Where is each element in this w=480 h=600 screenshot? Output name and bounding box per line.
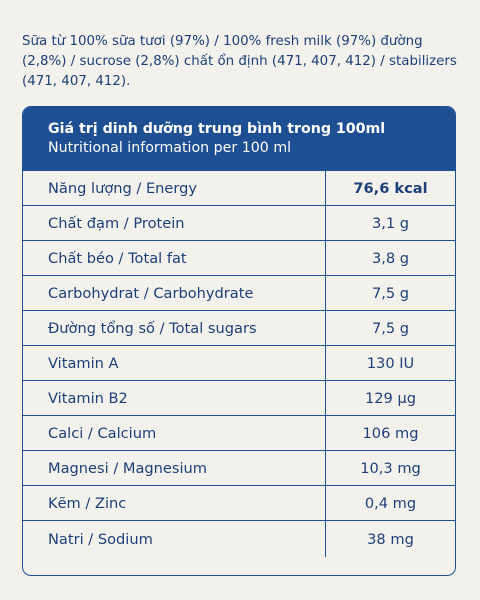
nutrition-table-title: Giá trị dinh dưỡng trung bình trong 100m… [48,121,386,137]
nutrient-name: Chất béo / Total fat [23,241,326,275]
nutrient-name: Natri / Sodium [23,521,326,557]
nutrition-table-subtitle: Nutritional information per 100 ml [48,140,292,156]
nutrient-amount: 106 mg [362,424,419,442]
nutrition-row-total-sugars: Đường tổng số / Total sugars 7,5 g [23,311,455,346]
nutrition-row-vitamin-a: Vitamin A 130 IU [23,346,455,381]
nutrition-row-protein: Chất đạm / Protein 3,1 g [23,206,455,241]
nutrition-row-total-fat: Chất béo / Total fat 3,8 g [23,241,455,276]
nutrient-amount: 129 µg [364,389,417,407]
nutrient-amount: 38 mg [367,530,414,548]
nutrient-amount: 7,5 g [371,319,410,337]
nutrient-amount: 76,6 kcal [353,179,428,197]
nutrient-name: Đường tổng số / Total sugars [23,311,326,345]
nutrient-amount: 7,5 g [371,284,410,302]
nutrition-row-energy: Năng lượng / Energy 76,6 kcal [23,171,455,206]
nutrient-name: Kẽm / Zinc [23,486,326,520]
nutrition-rows: Năng lượng / Energy 76,6 kcal Chất đạm /… [23,171,455,557]
nutrition-table: Giá trị dinh dưỡng trung bình trong 100m… [22,106,456,576]
nutrition-table-header: Giá trị dinh dưỡng trung bình trong 100m… [23,107,455,171]
nutrient-amount: 0,4 mg [364,494,417,512]
nutrient-name: Vitamin A [23,346,326,380]
nutrition-row-sodium: Natri / Sodium 38 mg [23,521,455,557]
nutrient-name: Năng lượng / Energy [23,171,326,205]
nutrient-amount: 3,8 g [371,249,410,267]
nutrient-name: Carbohydrat / Carbohydrate [23,276,326,310]
nutrient-amount: 3,1 g [371,214,410,232]
nutrient-name: Magnesi / Magnesium [23,451,326,485]
nutrient-amount: 130 IU [366,354,415,372]
ingredients-text: Sữa từ 100% sữa tươi (97%) / 100% fresh … [22,34,457,89]
nutrient-name: Vitamin B2 [23,381,326,415]
nutrient-name: Calci / Calcium [23,416,326,450]
nutrient-name: Chất đạm / Protein [23,206,326,240]
nutrition-row-vitamin-b2: Vitamin B2 129 µg [23,381,455,416]
nutrient-amount: 10,3 mg [360,459,421,477]
nutrition-row-zinc: Kẽm / Zinc 0,4 mg [23,486,455,521]
nutrition-row-calcium: Calci / Calcium 106 mg [23,416,455,451]
nutrition-row-magnesium: Magnesi / Magnesium 10,3 mg [23,451,455,486]
nutrition-row-carbohydrate: Carbohydrat / Carbohydrate 7,5 g [23,276,455,311]
